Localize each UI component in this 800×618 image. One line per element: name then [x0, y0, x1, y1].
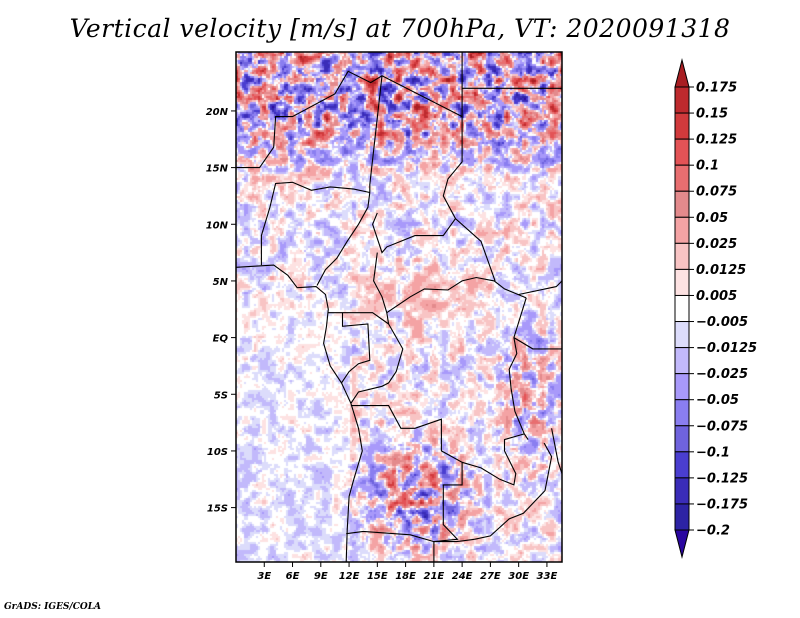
colorbar-box: [674, 112, 690, 140]
colorbar-label: −0.005: [696, 315, 748, 330]
colorbar-label: 0.1: [696, 159, 719, 174]
border-line: [513, 337, 562, 350]
border-line: [350, 323, 404, 404]
colorbar-label: −0.075: [696, 419, 748, 434]
y-tick-label: 5S: [214, 390, 228, 401]
colorbar-box: [674, 373, 690, 401]
colorbar-box: [674, 347, 690, 375]
border-line: [455, 218, 496, 282]
y-tick-label: 10S: [207, 447, 228, 458]
border-line: [386, 276, 527, 314]
border-line: [508, 297, 529, 440]
chart-title: Vertical velocity [m/s] at 700hPa, VT: 2…: [69, 14, 731, 43]
x-tick-label: 18E: [395, 571, 416, 582]
colorbar-box: [674, 399, 690, 427]
y-tick-label: 5N: [213, 277, 229, 288]
country-borders: [236, 52, 562, 562]
border-line: [551, 428, 562, 474]
colorbar-box: [674, 190, 690, 218]
x-tick-label: 24E: [452, 571, 473, 582]
colorbar-box: [674, 86, 690, 114]
colorbar-box: [674, 242, 690, 270]
colorbar-label: 0.075: [696, 185, 737, 200]
colorbar-box: [674, 294, 690, 323]
colorbar-label: 0.05: [696, 211, 728, 226]
colorbar-box: [674, 425, 690, 453]
colorbar-extend-max: [674, 58, 690, 88]
x-tick-label: 9E: [314, 571, 328, 582]
border-line: [236, 264, 363, 562]
colorbar-box: [674, 477, 690, 505]
map-frame: [235, 51, 563, 563]
colorbar-label: 0.175: [696, 81, 737, 96]
y-tick-label: 10N: [206, 220, 229, 231]
y-axis: 20N 15N 10N 5N EQ 5S 10S 15S: [206, 107, 236, 515]
colorbar-label: 0.025: [696, 237, 737, 252]
x-axis: 3E 6E 9E 12E 15E 18E 21E 24E 27E 30E 33E: [257, 562, 557, 582]
border-line: [518, 280, 562, 296]
colorbar: 0.175 0.15 0.125 0.1 0.075 0.05 0.025 0.0125 0.0…: [674, 58, 757, 559]
x-tick-label: 12E: [339, 571, 360, 582]
border-line: [350, 405, 463, 543]
colorbar-box: [674, 321, 690, 349]
x-tick-label: 27E: [480, 571, 501, 582]
colorbar-box: [674, 503, 690, 531]
y-tick-label: EQ: [213, 334, 229, 345]
colorbar-box: [674, 164, 690, 192]
colorbar-box: [674, 451, 690, 479]
colorbar-label: −0.0125: [696, 341, 757, 356]
colorbar-label: −0.125: [696, 471, 748, 486]
border-line: [346, 530, 475, 543]
colorbar-box: [674, 138, 690, 166]
colorbar-label: 0.125: [696, 133, 737, 148]
colorbar-label: 0.005: [696, 289, 737, 304]
x-tick-label: 30E: [508, 571, 529, 582]
colorbar-label: 0.0125: [696, 263, 746, 278]
x-tick-label: 3E: [257, 571, 271, 582]
colorbar-label: 0.15: [696, 107, 728, 122]
grads-credit: GrADS: IGES/COLA: [4, 602, 102, 612]
colorbar-box: [674, 268, 690, 296]
colorbar-label: −0.05: [696, 393, 739, 408]
colorbar-label: −0.025: [696, 367, 748, 382]
x-tick-label: 21E: [423, 571, 444, 582]
colorbar-label: −0.2: [696, 524, 730, 539]
x-tick-label: 6E: [286, 571, 300, 582]
border-line: [236, 70, 463, 254]
border-line: [461, 433, 525, 486]
velocity-field-heatmap: [236, 52, 562, 562]
y-tick-label: 20N: [206, 107, 229, 118]
border-line: [328, 252, 390, 326]
y-tick-label: 15S: [207, 504, 228, 515]
border-line: [316, 192, 371, 286]
colorbar-box: [674, 216, 690, 244]
colorbar-extend-min: [674, 529, 690, 559]
y-tick-label: 15N: [206, 164, 229, 175]
x-tick-label: 33E: [537, 571, 558, 582]
border-line: [260, 181, 370, 266]
border-line: [474, 442, 553, 540]
x-tick-label: 15E: [367, 571, 388, 582]
border-line: [341, 312, 371, 384]
border-line: [369, 75, 383, 193]
map-field-container: [236, 52, 562, 562]
colorbar-label: −0.1: [696, 445, 730, 460]
colorbar-label: −0.175: [696, 497, 748, 512]
